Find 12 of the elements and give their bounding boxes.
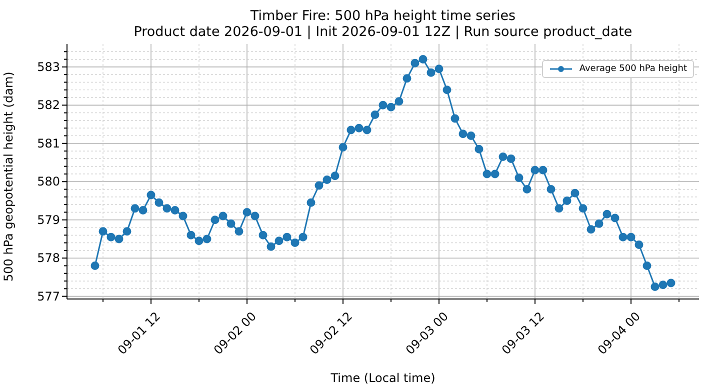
x-axis-title: Time (Local time) — [330, 371, 436, 385]
y-tick-label: 580 — [37, 174, 60, 189]
legend-label: Average 500 hPa height — [579, 64, 687, 74]
chart-title: Timber Fire: 500 hPa height time series — [249, 8, 517, 24]
y-tick-label: 581 — [37, 136, 60, 150]
y-axis-title: 500 hPa geopotential height (dam) — [1, 72, 16, 282]
y-tick-label: 578 — [37, 251, 60, 266]
y-tick-label: 579 — [37, 212, 60, 227]
y-tick-label: 582 — [37, 98, 60, 112]
y-tick-label: 577 — [37, 289, 60, 304]
y-tick-label: 583 — [37, 60, 60, 74]
chart-subtitle: Product date 2026-09-01 | Init 2026-09-01 12Z | Run source product_date — [132, 24, 634, 40]
